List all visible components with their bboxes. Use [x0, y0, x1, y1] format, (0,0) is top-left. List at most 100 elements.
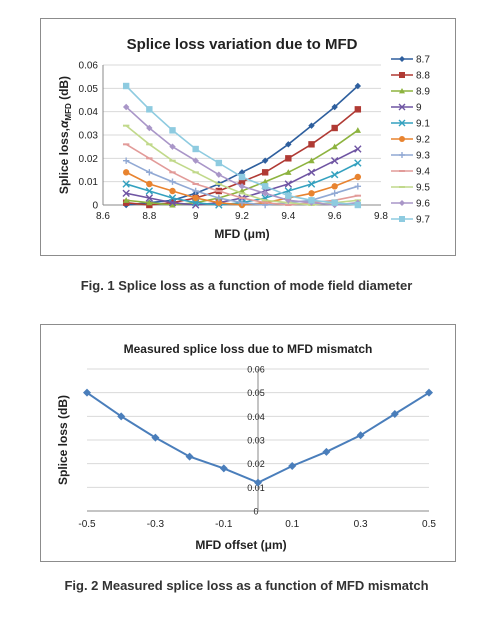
chart-1-y-tick-label: 0.01: [79, 177, 99, 188]
chart-1-y-axis-label-text: Splice loss,: [57, 128, 71, 194]
chart-1-data-point: [238, 199, 246, 206]
chart-1-data-point: [307, 180, 316, 188]
chart-1-data-point: [261, 178, 269, 185]
chart-1-legend-label: 9.7: [416, 215, 430, 226]
chart-2-y-tick-label: 0.01: [247, 483, 265, 493]
chart-1-data-point: [354, 173, 362, 181]
chart-1-legend-label: 8.8: [416, 71, 430, 82]
chart-1-x-axis-label: MFD (μm): [214, 227, 269, 241]
chart-1-title: Splice loss variation due to MFD: [127, 36, 358, 53]
chart-1-legend-marker: [399, 88, 405, 94]
chart-1-legend-marker: [399, 72, 405, 78]
chart-2-data-point: [254, 478, 262, 487]
chart-1-data-point: [146, 124, 153, 132]
chart-1-data-point: [308, 197, 315, 204]
chart-2-data-point: [390, 409, 399, 418]
chart-1-data-point: [215, 199, 223, 206]
chart-1-data-point: [146, 180, 153, 188]
figure-1-caption: Fig. 1 Splice loss as a function of mode…: [80, 278, 413, 293]
chart-1-data-point: [354, 183, 362, 190]
chart-1-data-point: [285, 155, 292, 162]
chart-1-data-point: [168, 194, 177, 202]
chart-1-data-point: [145, 194, 154, 202]
chart-1-x-tick-label: 9.2: [235, 211, 249, 222]
chart-2-data-point: [288, 462, 297, 471]
chart-1-data-point: [330, 170, 339, 179]
chart-1-data-point: [308, 122, 315, 129]
chart-1-data-point: [354, 145, 362, 153]
chart-1-x-tick-label: 8.6: [96, 211, 110, 222]
chart-1-series: 9.7: [122, 82, 430, 226]
chart-2-data-point: [322, 447, 331, 456]
chart-1-data-point: [285, 192, 292, 199]
chart-1-data-point: [122, 103, 130, 111]
chart-2-x-tick-label: -0.5: [78, 519, 96, 530]
chart-1-data-point: [192, 187, 199, 195]
chart-2-y-tick-label: 0.05: [247, 388, 265, 398]
chart-2-data-point: [83, 388, 91, 397]
chart-1-legend-label: 9.5: [416, 183, 430, 194]
chart-1-data-point: [261, 183, 269, 190]
chart-1-data-point: [169, 178, 176, 185]
chart-1-legend-label: 9.4: [416, 167, 430, 178]
chart-1-series: 9.6: [122, 103, 430, 210]
chart-1-data-point: [122, 189, 130, 198]
chart-1-data-point: [330, 156, 339, 165]
chart-2-x-tick-label: 0.5: [422, 519, 436, 530]
chart-1-legend-label: 8.7: [416, 55, 430, 66]
chart-1-series: 8.9: [122, 87, 430, 208]
chart-1-data-point: [284, 180, 293, 188]
chart-1-y-tick-label: 0.06: [79, 61, 99, 72]
chart-2-y-tick-label: 0.04: [247, 412, 265, 422]
chart-2-data-point: [117, 412, 126, 421]
chart-2-data-point: [425, 388, 433, 397]
chart-1-series: 8.7: [122, 55, 430, 209]
chart-1-data-point: [215, 159, 223, 167]
chart-1-data-point: [354, 82, 362, 90]
chart-1-legend-label: 9.3: [416, 151, 430, 162]
chart-1-data-point: [285, 141, 292, 148]
chart-1-legend-label: 9.1: [416, 119, 430, 130]
chart-2-series: [83, 388, 433, 487]
chart-2-y-tick-label: 0.06: [247, 365, 265, 375]
chart-2-y-tick-label: 0: [253, 507, 258, 517]
chart-1-legend-marker: [398, 103, 406, 111]
chart-1-data-point: [169, 143, 176, 150]
chart-1-data-point: [122, 180, 130, 188]
chart-1-y-axis-label-alpha: α: [57, 120, 71, 128]
chart-1-data-point: [122, 157, 130, 164]
chart-1-data-point: [331, 103, 338, 111]
chart-1-data-point: [238, 183, 246, 190]
chart-1-data-point: [238, 173, 246, 181]
chart-1-frame: Splice loss variation due to MFD 0 0.01 0.0…: [40, 18, 456, 256]
chart-1-legend-label: 8.9: [416, 87, 430, 98]
chart-1-data-point: [331, 124, 338, 132]
chart-1-y-tick-label: 0.05: [79, 84, 99, 95]
chart-2-svg: Measured splice loss due to MFD mismatch…: [56, 342, 436, 552]
chart-1-data-point: [146, 106, 153, 113]
chart-1-data-point: [215, 194, 223, 202]
chart-1-legend-marker: [399, 56, 405, 62]
chart-1-data-point: [261, 190, 269, 197]
chart-1-legend-label: 9.2: [416, 135, 430, 146]
chart-1-y-axis-label-unit: (dB): [57, 76, 71, 103]
chart-1-data-point: [331, 190, 338, 197]
chart-1-legend-marker: [398, 119, 406, 127]
chart-1-data-point: [331, 183, 338, 190]
chart-1-series: 9.1: [122, 119, 430, 209]
chart-1-series: 9.3: [122, 151, 430, 209]
chart-1-data-point: [354, 201, 362, 209]
chart-1-y-tick-label: 0.03: [79, 131, 99, 142]
chart-1-legend-label: 9.6: [416, 199, 430, 210]
chart-2-x-tick-label: -0.3: [147, 519, 165, 530]
chart-2-y-tick-label: 0.02: [247, 459, 265, 469]
chart-2-x-axis-label: MFD offset (μm): [195, 538, 286, 552]
chart-1-data-point: [308, 141, 315, 148]
chart-2-data-point: [185, 452, 194, 461]
chart-1-data-point: [169, 187, 176, 195]
chart-1-data-point: [307, 168, 316, 177]
chart-2-x-tick-label: -0.1: [215, 519, 233, 530]
chart-1-data-point: [191, 198, 200, 207]
chart-1-data-point: [354, 127, 362, 133]
chart-2-x-tick-label: 0.3: [354, 519, 368, 530]
